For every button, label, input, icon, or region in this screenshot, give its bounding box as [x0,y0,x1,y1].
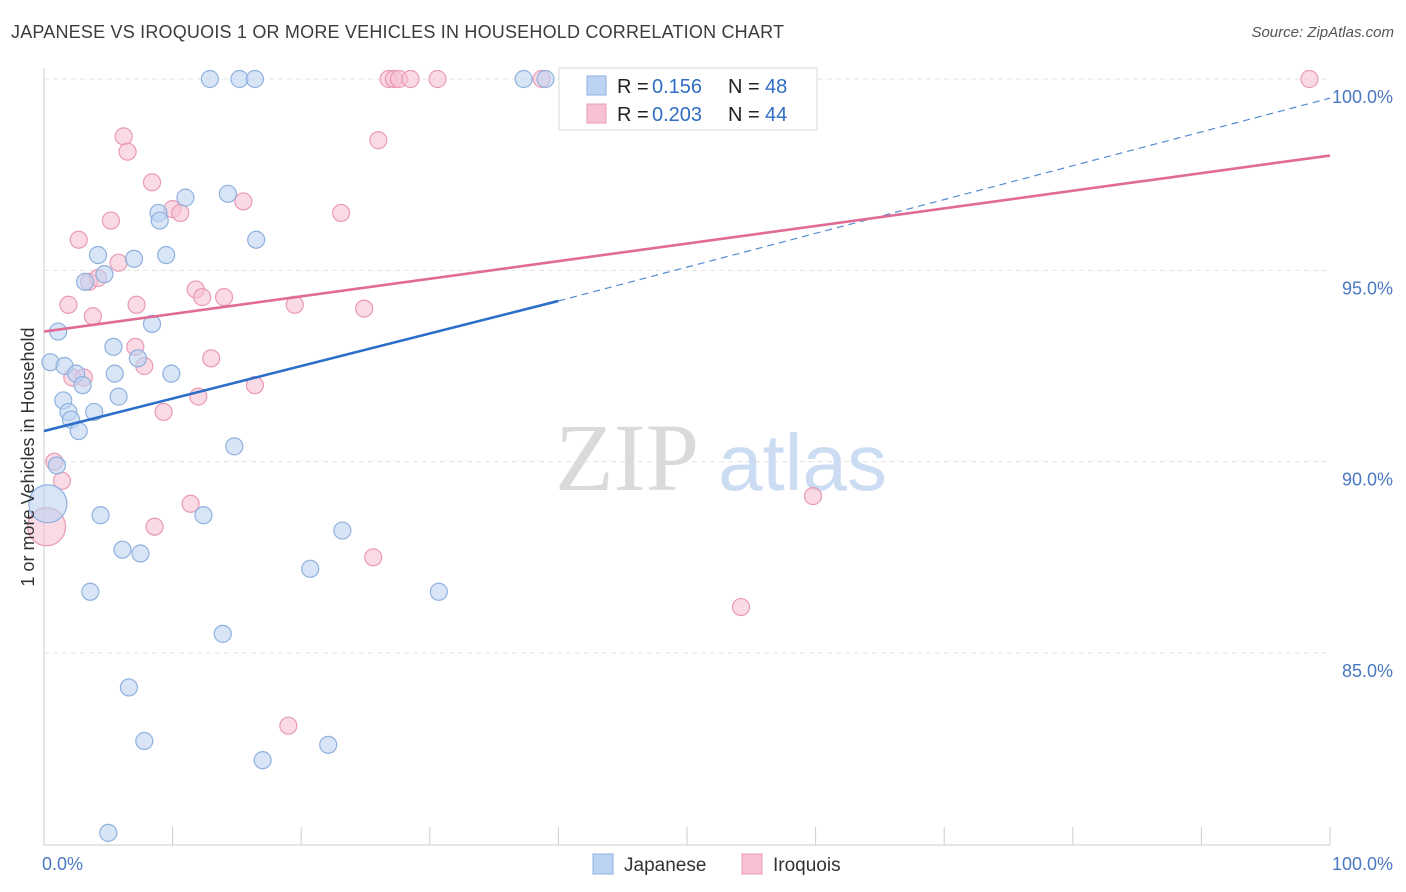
japanese-point [157,245,176,265]
legend-bottom-japanese: Japanese [624,855,706,876]
iroquois-point [234,192,253,211]
legend-bottom-swatch-iroquois [741,853,763,875]
y-tick-label: 85.0% [1342,661,1393,681]
iroquois-point [731,597,751,617]
watermark-atlas: atlas [718,418,887,507]
y-axis-label: 1 or more Vehicles in Household [18,327,38,586]
iroquois-point [355,299,374,318]
japanese-point [176,188,195,207]
japanese-point [124,249,144,268]
japanese-point [109,387,128,406]
japanese-point [104,337,123,356]
x-axis-ticks [43,827,1331,845]
japanese-point [119,678,138,697]
japanese-point [253,751,272,770]
y-tick-label: 95.0% [1342,278,1393,298]
watermark-zip: ZIP [555,404,699,511]
japanese-point [91,506,110,525]
iroquois-point [127,295,146,314]
legend-bottom: Japanese Iroquois [592,853,841,876]
legend-swatch-iroquois [586,103,607,124]
trend-lines [43,97,1331,433]
iroquois-point [1300,69,1319,89]
iroquois-point [114,127,133,146]
japanese-point [131,544,150,563]
japanese-point [162,364,181,383]
japanese-point [73,376,92,395]
iroquois-point [154,402,173,422]
legend-swatch-japanese [586,75,607,96]
legend-bottom-swatch-japanese [592,853,614,875]
iroquois-point [181,494,200,513]
y-tick-labels: 85.0% 90.0% 95.0% 100.0% [1332,87,1393,681]
source-label: Source: ZipAtlas.com [1251,24,1394,41]
iroquois-point [101,211,120,230]
iroquois-point [109,253,128,272]
japanese-point [99,823,118,842]
chart-title: JAPANESE VS IROQUOIS 1 OR MORE VEHICLES … [11,22,785,42]
grid-lines [44,78,1330,654]
japanese-point [225,437,244,456]
japanese-point [429,582,448,601]
iroquois-point [118,142,137,161]
japanese-point [213,624,232,643]
japanese-point [247,230,266,249]
japanese-point [76,272,95,291]
japanese-point [105,364,124,383]
japanese-point [514,69,533,89]
japanese-trend-extension [558,97,1331,302]
iroquois-point [202,349,221,368]
iroquois-point [69,230,88,249]
legend-bottom-iroquois: Iroquois [773,855,841,876]
iroquois-point [279,716,298,735]
iroquois-trend-line [43,154,1331,333]
iroquois-point [145,517,164,536]
iroquois-point [193,288,212,307]
japanese-point [28,484,68,524]
japanese-point [200,69,219,89]
iroquois-point [83,307,102,326]
japanese-point [301,559,320,578]
iroquois-point [401,69,420,89]
iroquois-point [369,131,388,150]
legend-row-iroquois: R = 0.203 N = 44 [617,104,787,126]
iroquois-point [331,203,351,223]
data-points [26,69,1319,842]
iroquois-point [171,203,190,223]
japanese-point [88,245,108,265]
japanese-point [333,521,352,540]
legend-top: R = 0.156 N = 48 R = 0.203 N = 44 [558,67,818,131]
japanese-trend-line [43,299,559,433]
japanese-point [113,540,132,559]
japanese-point [230,69,249,89]
japanese-point [128,349,147,368]
japanese-point [95,265,114,284]
y-tick-label: 100.0% [1332,87,1393,107]
y-tick-label: 90.0% [1342,470,1393,490]
iroquois-point [803,487,823,506]
iroquois-point [59,295,78,314]
iroquois-point [364,548,383,567]
japanese-point [150,211,169,230]
japanese-point [194,506,213,525]
japanese-point [536,69,555,89]
x-tick-label-min: 0.0% [42,854,83,874]
japanese-point [135,731,154,751]
japanese-point [142,314,162,334]
iroquois-point [214,288,234,307]
japanese-point [245,69,265,89]
japanese-point [319,735,338,754]
legend-row-japanese: R = 0.156 N = 48 [617,76,787,98]
japanese-point [81,582,100,601]
japanese-point [47,456,66,475]
watermark: ZIP atlas [555,404,887,511]
iroquois-point [142,173,162,192]
japanese-point [218,184,237,203]
x-tick-label-max: 100.0% [1332,854,1393,874]
iroquois-point [428,69,447,89]
